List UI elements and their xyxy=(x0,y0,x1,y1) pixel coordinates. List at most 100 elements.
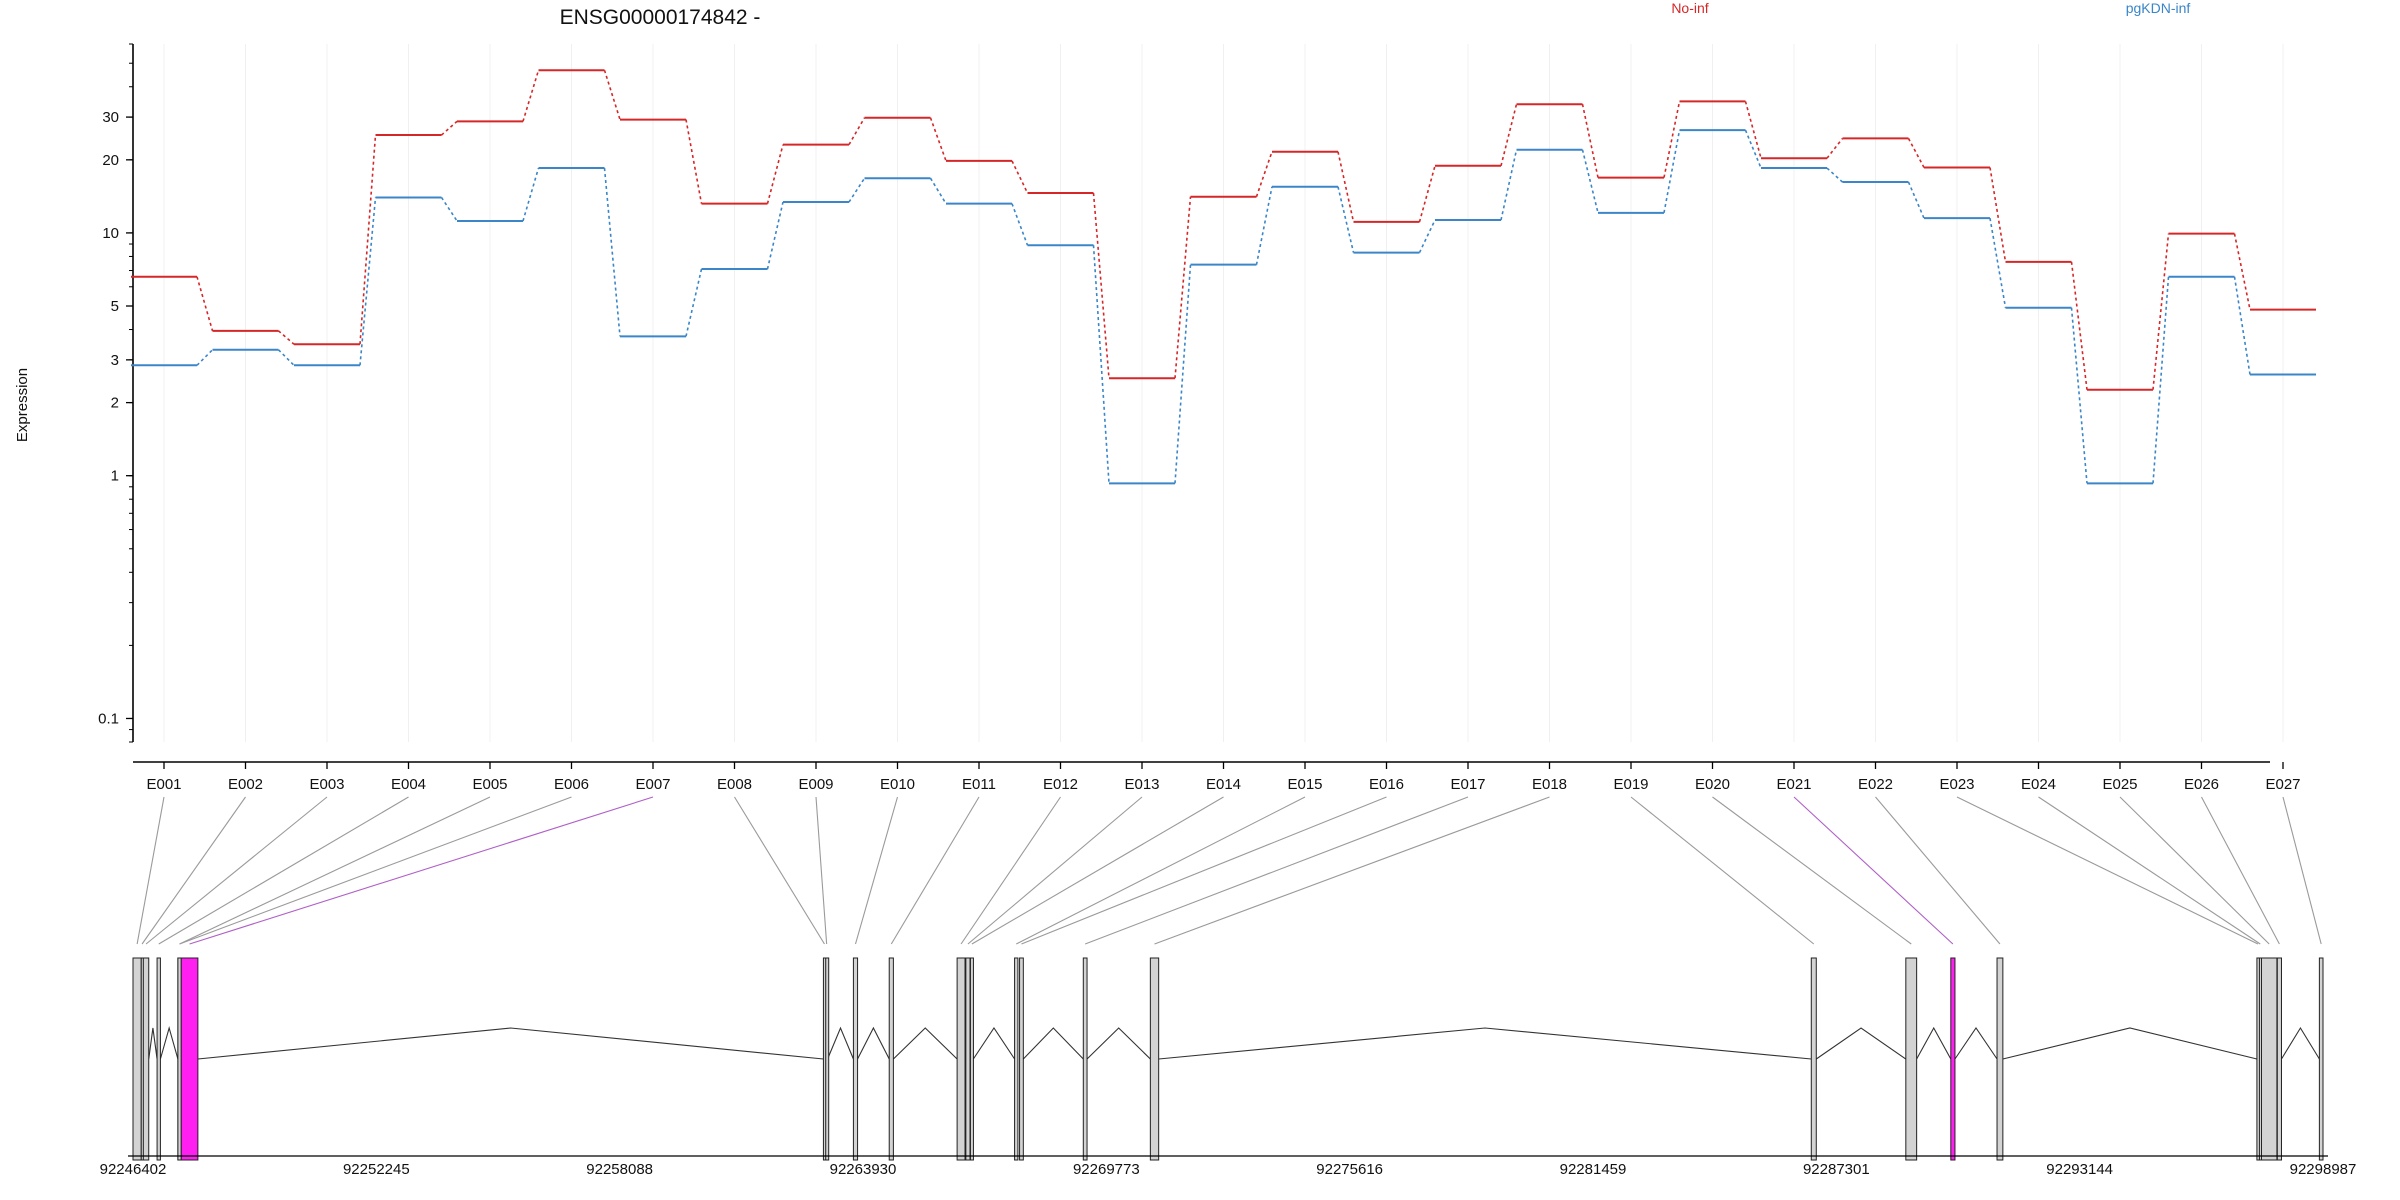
series-0-connector xyxy=(1744,101,1762,159)
intron xyxy=(2002,1027,2258,1060)
exon-connector-E023 xyxy=(1956,796,2259,945)
x-tick-label: E019 xyxy=(1613,776,1648,793)
y-tick-label: 5 xyxy=(111,298,119,315)
exon-connector-E007 xyxy=(189,796,654,945)
series-1-connector xyxy=(766,201,784,270)
x-tick-label: E017 xyxy=(1450,776,1485,793)
exon-connector-E027 xyxy=(2282,796,2322,945)
x-tick-label: E011 xyxy=(962,776,996,793)
series-0-connector xyxy=(1581,104,1599,178)
series-1-connector xyxy=(1907,181,1925,219)
exon-connector-E020 xyxy=(1712,796,1912,945)
x-tick-label: E018 xyxy=(1532,776,1567,793)
series-0-connector xyxy=(1500,104,1518,166)
series-1-connector xyxy=(603,167,621,337)
exon-connector-E026 xyxy=(2201,796,2280,945)
exon-connector-E018 xyxy=(1154,796,1550,945)
intron xyxy=(197,1027,824,1060)
x-tick-label: E001 xyxy=(146,776,181,793)
intron xyxy=(159,1025,179,1060)
grid-lines xyxy=(163,44,2284,742)
series-0-connector xyxy=(1826,137,1844,159)
series-1-connector xyxy=(685,268,703,337)
exon-connector-E004 xyxy=(158,796,409,945)
x-tick-label: E022 xyxy=(1858,776,1893,793)
exon-connector-E022 xyxy=(1875,796,2001,945)
series-1-connector xyxy=(1337,186,1355,253)
intron xyxy=(1022,1027,1084,1060)
series-0-connector xyxy=(2233,233,2251,310)
series-0-connector xyxy=(848,117,866,146)
x-tick-label: E025 xyxy=(2102,776,2137,793)
series-0-connector xyxy=(196,276,214,332)
y-axis-label: Expression xyxy=(14,368,31,442)
series-1-connector xyxy=(1255,186,1273,265)
series-1-connector xyxy=(522,167,540,222)
genomic-tick-label: 92287301 xyxy=(1803,1161,1870,1178)
series-0-connector xyxy=(1989,167,2007,262)
x-tick-label: E012 xyxy=(1043,776,1078,793)
exon-connector-E025 xyxy=(2119,796,2270,945)
exon-box-E014 xyxy=(969,957,974,1161)
series-1-connector xyxy=(2233,276,2251,375)
x-tick-label: E007 xyxy=(635,776,670,793)
exon-box-E010 xyxy=(852,957,859,1161)
exon-box-E018 xyxy=(1149,957,1160,1161)
series-1-connector xyxy=(277,349,295,366)
series-0-connector xyxy=(2152,233,2170,390)
series-1-connector xyxy=(1663,130,1681,213)
exon-box-E027 xyxy=(2318,957,2324,1161)
exon-connector-E015 xyxy=(1015,796,1306,945)
exon-connector-E014 xyxy=(971,796,1224,945)
genomic-tick-label: 92269773 xyxy=(1073,1161,1140,1178)
series-1-connector xyxy=(1174,264,1192,484)
exon-box-E011 xyxy=(888,957,894,1161)
exon-box-E009 xyxy=(825,957,830,1161)
series-0-connector xyxy=(1337,151,1355,223)
exon-box-E001 xyxy=(132,957,142,1161)
exon-connector-E021 xyxy=(1793,796,1954,945)
series-1-connector xyxy=(1744,129,1762,169)
series-0-connector xyxy=(1011,160,1029,194)
series-1-connector xyxy=(196,349,214,366)
series-0-connector xyxy=(1663,101,1681,178)
series-0-connector xyxy=(1092,192,1110,379)
exon-connector-E016 xyxy=(1021,796,1387,945)
intron xyxy=(148,1027,158,1060)
exon-box-E026 xyxy=(2276,957,2282,1161)
exon-connector-E010 xyxy=(854,796,899,945)
y-tick-label: 2 xyxy=(111,395,119,412)
y-tick-label: 20 xyxy=(102,152,119,169)
series-0-connector xyxy=(1907,138,1925,168)
x-tick-label: E015 xyxy=(1287,776,1322,793)
series-1-connector xyxy=(1092,245,1110,484)
genomic-tick-label: 92298987 xyxy=(2290,1161,2357,1178)
series-1-connector xyxy=(1418,219,1436,253)
exon-connector-E024 xyxy=(2038,796,2261,945)
exon-box-E012 xyxy=(956,957,966,1161)
exon-connector-E002 xyxy=(141,796,246,945)
legend-no-inf: No-inf xyxy=(1671,0,1708,16)
exon-connector-E001 xyxy=(136,796,165,945)
series-0-connector xyxy=(1174,196,1192,379)
genomic-tick-label: 92275616 xyxy=(1316,1161,1383,1178)
exon-connector-E012 xyxy=(960,796,1061,945)
y-tick-label: 0.1 xyxy=(98,710,119,727)
series-0 xyxy=(131,69,2316,391)
intron xyxy=(2281,1026,2320,1060)
series-0-connector xyxy=(359,134,377,345)
series-1-connector xyxy=(1500,149,1518,221)
exon-box-E021 xyxy=(1950,957,1956,1161)
x-tick-label: E027 xyxy=(2265,776,2300,793)
exon-connector-E019 xyxy=(1630,796,1815,945)
x-tick-label: E024 xyxy=(2021,776,2056,793)
series-0-connector xyxy=(685,119,703,204)
x-tick-label: E008 xyxy=(717,776,752,793)
x-tick-label: E020 xyxy=(1695,776,1730,793)
exon-box-E004 xyxy=(156,957,161,1161)
x-tick-label: E004 xyxy=(391,776,426,793)
exon-box-E016 xyxy=(1019,957,1024,1161)
x-tick-label: E009 xyxy=(798,776,833,793)
exon-connector-E013 xyxy=(967,796,1143,945)
